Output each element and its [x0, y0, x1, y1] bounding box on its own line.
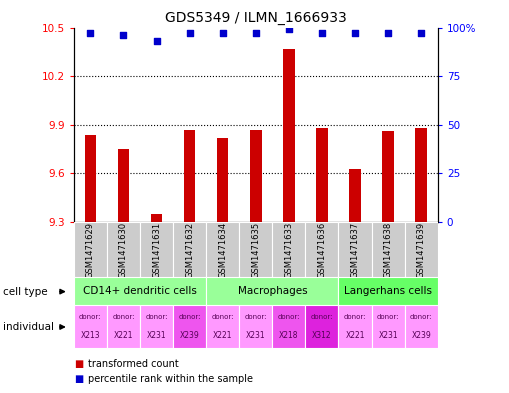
Text: GSM1471630: GSM1471630: [119, 222, 128, 277]
Bar: [173, 222, 206, 277]
Text: GSM1471632: GSM1471632: [185, 222, 194, 277]
Title: GDS5349 / ILMN_1666933: GDS5349 / ILMN_1666933: [165, 11, 347, 25]
Bar: [206, 222, 239, 277]
Bar: [338, 305, 372, 348]
Text: transformed count: transformed count: [88, 358, 179, 369]
Text: X221: X221: [345, 331, 365, 340]
Bar: [415, 128, 427, 222]
Bar: [74, 277, 206, 305]
Text: GSM1471638: GSM1471638: [384, 221, 392, 278]
Bar: [372, 305, 405, 348]
Bar: [283, 49, 295, 222]
Bar: [140, 305, 173, 348]
Bar: [239, 305, 272, 348]
Bar: [272, 222, 305, 277]
Point: [417, 30, 425, 37]
Text: X312: X312: [312, 331, 332, 340]
Bar: [349, 169, 361, 222]
Text: GSM1471634: GSM1471634: [218, 222, 227, 277]
Text: donor:: donor:: [178, 314, 201, 320]
Point: [218, 30, 227, 37]
Text: donor:: donor:: [112, 314, 135, 320]
Bar: [316, 128, 328, 222]
Text: donor:: donor:: [145, 314, 168, 320]
Text: X218: X218: [279, 331, 299, 340]
Text: GSM1471639: GSM1471639: [417, 222, 426, 277]
Text: X213: X213: [80, 331, 100, 340]
Point: [119, 32, 127, 39]
Text: X221: X221: [213, 331, 233, 340]
Point: [285, 26, 293, 33]
Text: donor:: donor:: [79, 314, 102, 320]
Bar: [338, 222, 372, 277]
Bar: [206, 277, 338, 305]
Bar: [405, 305, 438, 348]
Bar: [107, 222, 140, 277]
Bar: [382, 131, 394, 222]
Text: X239: X239: [411, 331, 431, 340]
Bar: [173, 305, 206, 348]
Text: donor:: donor:: [277, 314, 300, 320]
Bar: [151, 214, 162, 222]
Point: [185, 30, 193, 37]
Text: GSM1471636: GSM1471636: [318, 221, 326, 278]
Bar: [184, 130, 195, 222]
Bar: [206, 305, 239, 348]
Text: GSM1471637: GSM1471637: [351, 221, 359, 278]
Text: donor:: donor:: [410, 314, 433, 320]
Bar: [239, 222, 272, 277]
Bar: [74, 222, 107, 277]
Text: X231: X231: [147, 331, 166, 340]
Text: donor:: donor:: [344, 314, 366, 320]
Text: individual: individual: [3, 322, 53, 332]
Text: cell type: cell type: [3, 286, 47, 297]
Bar: [84, 134, 96, 222]
Text: X231: X231: [246, 331, 266, 340]
Text: ■: ■: [74, 374, 83, 384]
Point: [351, 30, 359, 37]
Point: [251, 30, 260, 37]
Point: [384, 30, 392, 37]
Bar: [305, 305, 338, 348]
Point: [86, 30, 94, 37]
Text: X231: X231: [378, 331, 398, 340]
Text: donor:: donor:: [244, 314, 267, 320]
Text: donor:: donor:: [211, 314, 234, 320]
Text: Langerhans cells: Langerhans cells: [344, 286, 432, 296]
Text: X239: X239: [180, 331, 200, 340]
Bar: [338, 277, 438, 305]
Text: X221: X221: [114, 331, 133, 340]
Bar: [74, 305, 107, 348]
Bar: [405, 222, 438, 277]
Text: GSM1471635: GSM1471635: [251, 222, 260, 277]
Text: ■: ■: [74, 358, 83, 369]
Text: percentile rank within the sample: percentile rank within the sample: [88, 374, 253, 384]
Bar: [140, 222, 173, 277]
Text: GSM1471631: GSM1471631: [152, 222, 161, 277]
Bar: [305, 222, 338, 277]
Text: donor:: donor:: [377, 314, 400, 320]
Bar: [250, 130, 262, 222]
Bar: [217, 138, 229, 222]
Text: GSM1471633: GSM1471633: [285, 221, 293, 278]
Text: donor:: donor:: [310, 314, 333, 320]
Text: Macrophages: Macrophages: [238, 286, 307, 296]
Text: CD14+ dendritic cells: CD14+ dendritic cells: [83, 286, 197, 296]
Bar: [118, 149, 129, 222]
Bar: [372, 222, 405, 277]
Text: GSM1471629: GSM1471629: [86, 222, 95, 277]
Point: [318, 30, 326, 37]
Bar: [272, 305, 305, 348]
Point: [152, 38, 160, 44]
Bar: [107, 305, 140, 348]
